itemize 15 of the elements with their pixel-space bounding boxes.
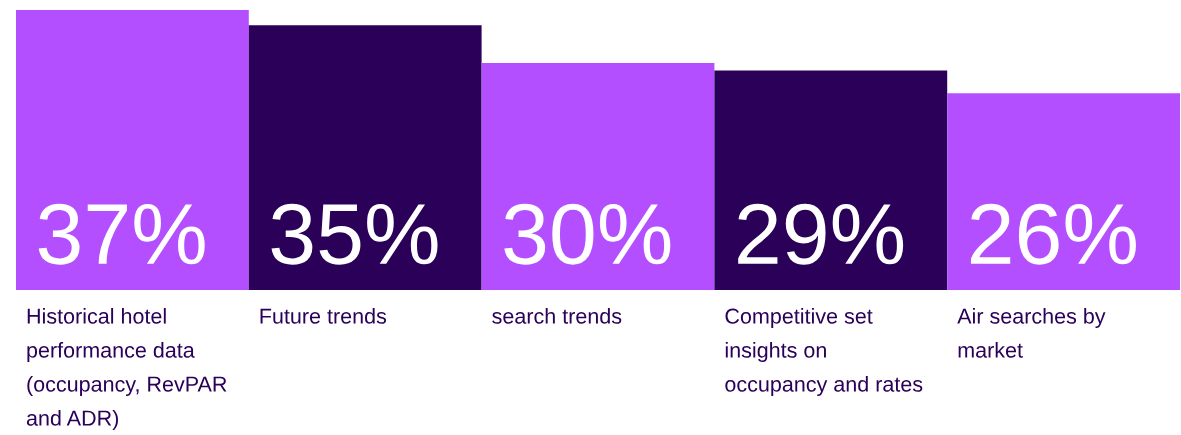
- data-label: 29%: [738, 203, 904, 265]
- bar: [947, 93, 1180, 290]
- x-tick-label: Air searches by market: [957, 307, 1106, 358]
- x-tick-label: Competitive set insights on occupancy and rates: [725, 307, 923, 397]
- data-label: 37%: [38, 203, 205, 265]
- x-tick-label: search trends: [492, 307, 622, 324]
- data-label: 35%: [271, 203, 438, 265]
- x-tick-label: Historical hotel performance data (occupancy, RevPAR and ADR): [26, 307, 227, 431]
- bar: [248, 25, 482, 290]
- x-tick-label: Future trends: [260, 307, 387, 324]
- bar: [481, 62, 715, 290]
- bar: [16, 10, 249, 290]
- bar: [714, 70, 948, 290]
- data-label: 30%: [504, 203, 671, 265]
- data-label: 26%: [970, 203, 1136, 265]
